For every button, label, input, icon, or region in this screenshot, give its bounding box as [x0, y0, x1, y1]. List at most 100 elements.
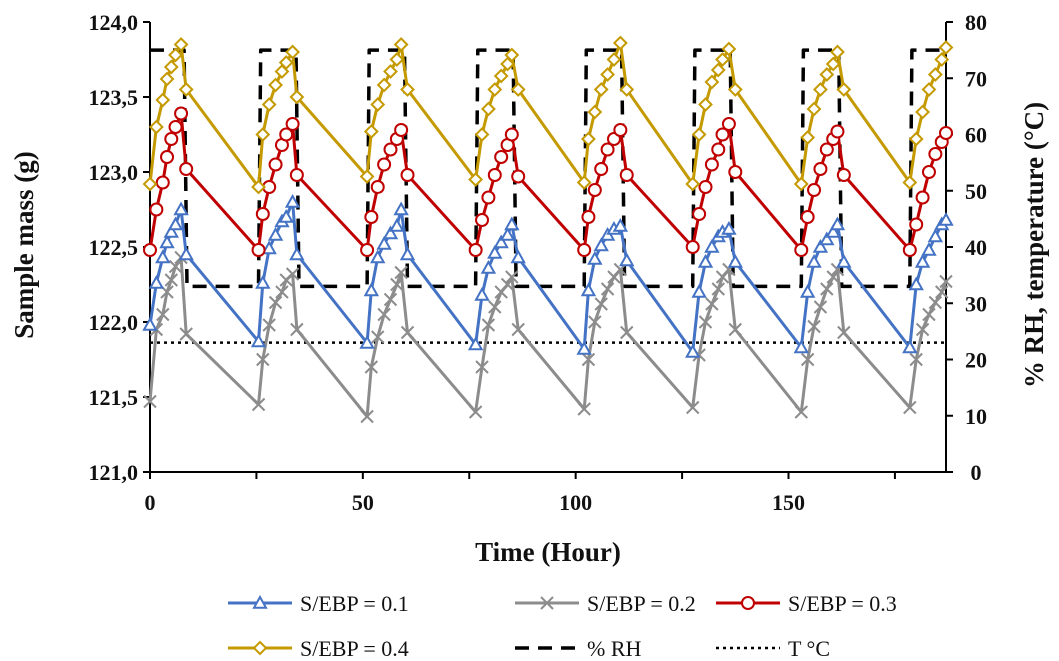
data-point	[499, 226, 516, 241]
data-point	[825, 56, 841, 72]
data-point	[364, 360, 379, 374]
data-point	[149, 202, 164, 217]
data-point	[179, 162, 194, 176]
data-point	[504, 127, 519, 142]
data-point	[268, 157, 283, 172]
data-point	[251, 179, 266, 195]
data-point	[698, 180, 713, 194]
data-point	[686, 400, 700, 415]
data-point	[697, 253, 714, 268]
legend-marker	[540, 596, 554, 610]
data-point	[142, 316, 158, 331]
data-point	[800, 210, 815, 224]
data-point	[481, 318, 496, 332]
y2-tick-label: 10	[965, 404, 987, 429]
data-point	[251, 243, 266, 257]
data-point	[710, 62, 726, 78]
data-point	[475, 360, 489, 374]
data-point	[902, 175, 918, 190]
data-point	[155, 249, 171, 264]
data-point	[704, 157, 719, 172]
data-point	[927, 228, 944, 243]
data-point	[377, 157, 392, 172]
data-point	[505, 270, 519, 284]
data-point	[902, 339, 918, 354]
data-point	[819, 231, 835, 246]
data-point	[399, 246, 416, 261]
data-point	[160, 150, 175, 164]
data-point	[721, 117, 736, 131]
data-point	[168, 259, 183, 274]
data-point	[278, 55, 294, 70]
data-point	[577, 243, 592, 257]
data-point	[279, 127, 294, 142]
data-point	[163, 59, 179, 75]
x-tick-label: 50	[352, 490, 374, 515]
data-point	[390, 277, 404, 292]
data-point	[580, 282, 597, 297]
data-point	[902, 243, 917, 257]
data-point	[600, 142, 615, 157]
data-point	[914, 253, 931, 268]
data-point	[711, 142, 726, 157]
data-point	[370, 249, 386, 264]
data-point	[829, 216, 846, 231]
data-point	[268, 295, 283, 310]
data-point	[173, 37, 189, 52]
data-point	[577, 402, 591, 416]
data-point	[594, 162, 609, 176]
legend-marker	[252, 594, 268, 609]
data-point	[938, 40, 954, 55]
data-point	[721, 220, 737, 235]
y2-tick-label: 60	[965, 123, 987, 148]
data-point	[400, 82, 415, 97]
y-tick-label: 123,0	[89, 160, 139, 185]
data-point	[510, 82, 526, 97]
data-point	[289, 89, 305, 105]
data-point	[613, 123, 628, 137]
data-point	[156, 307, 170, 322]
data-point	[256, 352, 270, 367]
data-point	[915, 322, 930, 337]
data-point	[289, 168, 304, 182]
y2-axis-title: % RH, temperature (°C)	[1019, 102, 1049, 388]
legend-label: S/EBP = 0.1	[300, 591, 409, 616]
data-point	[261, 97, 277, 112]
data-point	[698, 97, 713, 112]
legend-item-1: S/EBP = 0.2	[515, 591, 696, 616]
data-point	[612, 35, 628, 51]
data-point	[806, 253, 822, 268]
y2-tick-label: 80	[965, 10, 987, 35]
y2-tick-label: 50	[965, 179, 987, 204]
data-point	[377, 307, 391, 322]
legend-label: % RH	[587, 636, 642, 661]
data-point	[500, 277, 515, 292]
data-point	[376, 235, 392, 250]
data-point	[927, 67, 943, 82]
x-tick-label: 0	[145, 490, 156, 515]
data-point	[178, 246, 194, 261]
data-point	[143, 394, 157, 409]
series-3	[142, 35, 954, 195]
series-line	[148, 256, 948, 418]
data-point	[581, 210, 596, 224]
data-point	[359, 334, 375, 349]
data-point	[468, 405, 483, 419]
data-point	[685, 240, 700, 254]
data-point	[382, 225, 399, 240]
data-point	[371, 330, 385, 344]
data-point	[704, 74, 720, 90]
data-point	[807, 183, 822, 197]
data-point	[581, 131, 596, 147]
data-point	[837, 325, 851, 340]
series-0	[142, 193, 954, 358]
data-point	[155, 92, 171, 108]
data-point	[267, 226, 284, 241]
data-point	[794, 243, 809, 257]
data-point	[370, 180, 385, 194]
legend-marker	[252, 640, 268, 656]
data-point	[928, 147, 943, 161]
data-point	[935, 285, 949, 299]
data-point	[685, 343, 701, 358]
y-tick-label: 122,5	[89, 235, 139, 260]
